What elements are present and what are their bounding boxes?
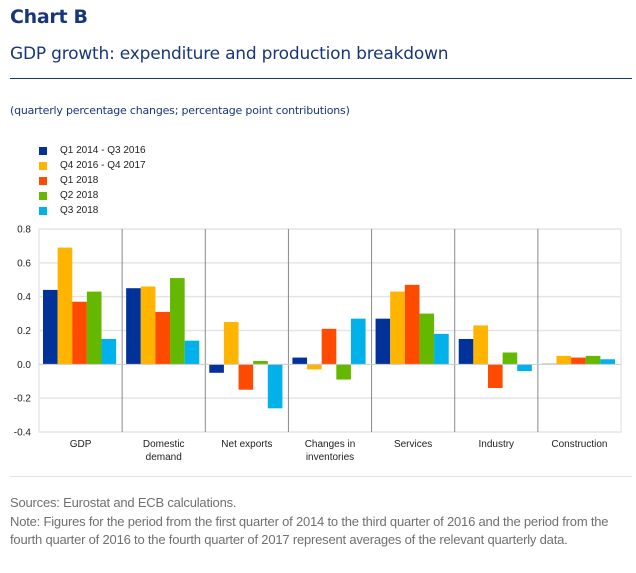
bar	[517, 364, 532, 372]
legend-item: Q4 2016 - Q4 2017	[39, 158, 146, 173]
legend-swatch	[39, 146, 47, 155]
footer-notes: Sources: Eurostat and ECB calculations. …	[10, 494, 630, 550]
x-tick-label: Changes in	[305, 439, 356, 450]
bar	[556, 355, 572, 365]
bar	[502, 352, 518, 365]
bar	[434, 333, 449, 365]
bar	[267, 364, 283, 409]
x-tick-label: Industry	[478, 439, 514, 450]
sources-text: Sources: Eurostat and ECB calculations.	[10, 495, 237, 510]
legend-label: Q3 2018	[60, 205, 99, 216]
bar	[585, 355, 601, 365]
chart-title: GDP growth: expenditure and production b…	[10, 44, 449, 64]
bar	[57, 247, 73, 365]
y-tick-label: 0.2	[17, 326, 31, 337]
x-tick-label: GDP	[70, 439, 92, 450]
y-tick-label: 0.8	[17, 225, 31, 236]
bar	[404, 284, 420, 365]
bar	[72, 301, 87, 365]
bar	[101, 338, 117, 365]
note-text: Note: Figures for the period from the fi…	[10, 513, 609, 548]
legend-item: Q3 2018	[39, 203, 146, 218]
title-divider	[10, 78, 632, 79]
legend-label: Q1 2018	[60, 175, 99, 186]
y-tick-label: 0.4	[17, 292, 31, 303]
chart-label: Chart B	[10, 6, 88, 28]
chart-subtitle: (quarterly percentage changes; percentag…	[10, 104, 350, 117]
bar	[253, 360, 268, 365]
bar	[350, 318, 366, 365]
bar	[307, 364, 322, 370]
y-tick-label: 0.6	[17, 258, 31, 269]
footer-divider	[10, 476, 632, 477]
legend-swatch	[39, 176, 47, 185]
x-tick-label: demand	[146, 452, 182, 463]
bar	[86, 291, 102, 365]
legend-swatch	[39, 206, 47, 215]
y-tick-label: -0.2	[14, 394, 32, 405]
bar	[458, 338, 474, 365]
legend-item: Q1 2014 - Q3 2016	[39, 143, 146, 158]
bar	[571, 357, 586, 365]
bar	[155, 311, 171, 365]
y-tick-label: 0.0	[17, 360, 31, 371]
legend-label: Q4 2016 - Q4 2017	[60, 160, 146, 171]
bar	[336, 364, 351, 380]
bar	[184, 340, 200, 365]
x-tick-label: inventories	[306, 452, 354, 463]
x-tick-label: Services	[394, 439, 432, 450]
bar	[390, 291, 405, 365]
bar	[600, 359, 615, 365]
bar	[292, 357, 308, 365]
x-tick-label: Net exports	[221, 439, 272, 450]
bar	[419, 313, 435, 365]
legend: Q1 2014 - Q3 2016 Q4 2016 - Q4 2017 Q1 201…	[39, 143, 146, 218]
legend-label: Q1 2014 - Q3 2016	[60, 145, 146, 156]
bar	[140, 286, 156, 365]
bar	[223, 322, 239, 365]
legend-swatch	[39, 161, 47, 170]
legend-label: Q2 2018	[60, 190, 99, 201]
bar	[375, 318, 391, 365]
bar	[238, 364, 254, 390]
y-tick-label: -0.4	[14, 428, 32, 439]
bar	[43, 289, 58, 365]
x-tick-label: Construction	[551, 439, 607, 450]
x-tick-label: Domestic	[143, 439, 185, 450]
legend-item: Q2 2018	[39, 188, 146, 203]
bar	[170, 278, 185, 365]
bar	[473, 325, 488, 365]
bar-chart: 0.8 0.6 0.4 0.2 0.0 -0.2 -0.4 GDP Domestic demand…	[14, 225, 622, 463]
bar	[487, 364, 503, 389]
bar	[321, 328, 337, 365]
legend-swatch	[39, 191, 47, 200]
bar	[209, 364, 224, 373]
bar	[126, 288, 141, 365]
legend-item: Q1 2018	[39, 173, 146, 188]
